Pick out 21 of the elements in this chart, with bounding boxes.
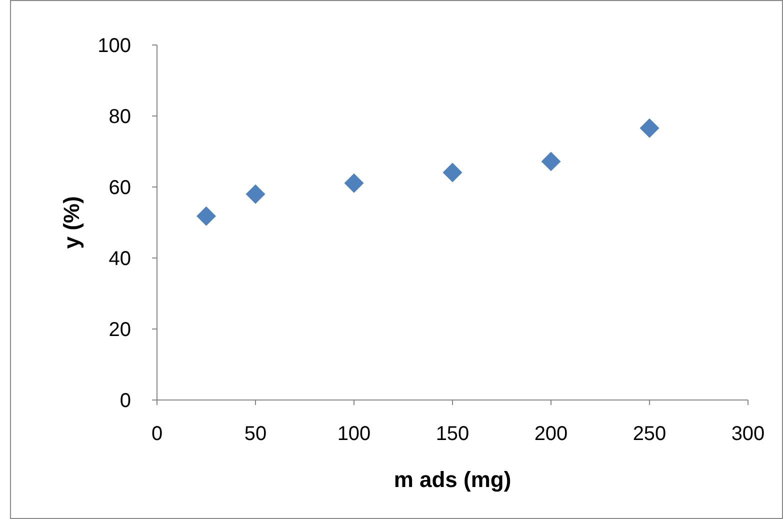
- x-tick-label: 300: [731, 423, 765, 445]
- y-tick-label: 80: [108, 106, 131, 128]
- y-tick-label: 100: [98, 35, 131, 57]
- x-tick-label: 150: [436, 423, 470, 445]
- point: [640, 118, 660, 138]
- x-tick-label: 50: [244, 423, 267, 445]
- point: [541, 152, 561, 172]
- x-axis-title: m ads (mg): [394, 467, 512, 492]
- point: [246, 184, 266, 204]
- y-tick-label: 20: [108, 319, 131, 341]
- x-tick-label: 0: [151, 423, 163, 445]
- y-tick-label: 40: [108, 248, 131, 270]
- x-tick-label: 250: [632, 423, 666, 445]
- y-axis-title: y (%): [59, 196, 84, 249]
- point: [344, 173, 364, 193]
- y-tick-label: 60: [108, 177, 131, 199]
- point: [196, 206, 216, 226]
- x-tick-label: 200: [534, 423, 568, 445]
- y-tick-label: 0: [120, 390, 131, 412]
- x-tick-label: 100: [337, 423, 371, 445]
- point: [442, 162, 462, 182]
